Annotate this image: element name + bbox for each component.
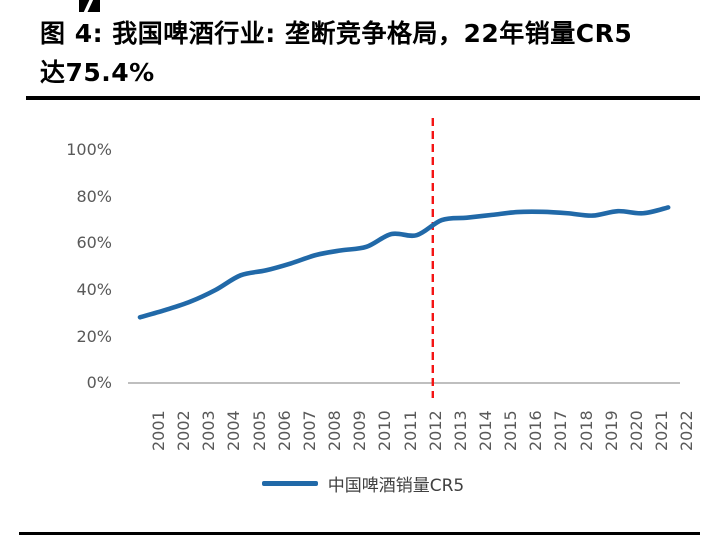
y-tick-label: 40%	[76, 280, 112, 299]
bottom-divider-rule	[19, 532, 700, 535]
series-line-cr5	[137, 205, 671, 320]
y-tick-label: 60%	[76, 233, 112, 253]
chart-legend: 中国啤酒销量CR5	[0, 472, 726, 496]
y-tick-label: 0%	[86, 373, 112, 393]
figure-title-line1: 图 4: 我国啤酒行业: 垄断竞争格局，22年销量CR5	[40, 19, 633, 48]
figure-title: 图 4: 我国啤酒行业: 垄断竞争格局，22年销量CR5 达75.4%	[40, 14, 705, 92]
x-axis-line	[128, 382, 680, 384]
title-divider-rule	[26, 96, 700, 100]
legend-line-marker	[261, 480, 318, 486]
figure-title-line2: 达75.4%	[40, 58, 155, 87]
y-tick-label: 20%	[76, 326, 112, 346]
legend-series-label: 中国啤酒销量CR5	[327, 475, 465, 496]
y-tick-label: 80%	[76, 186, 112, 206]
clipped-text-fragment	[79, 0, 100, 12]
y-tick-label: 100%	[66, 140, 112, 160]
